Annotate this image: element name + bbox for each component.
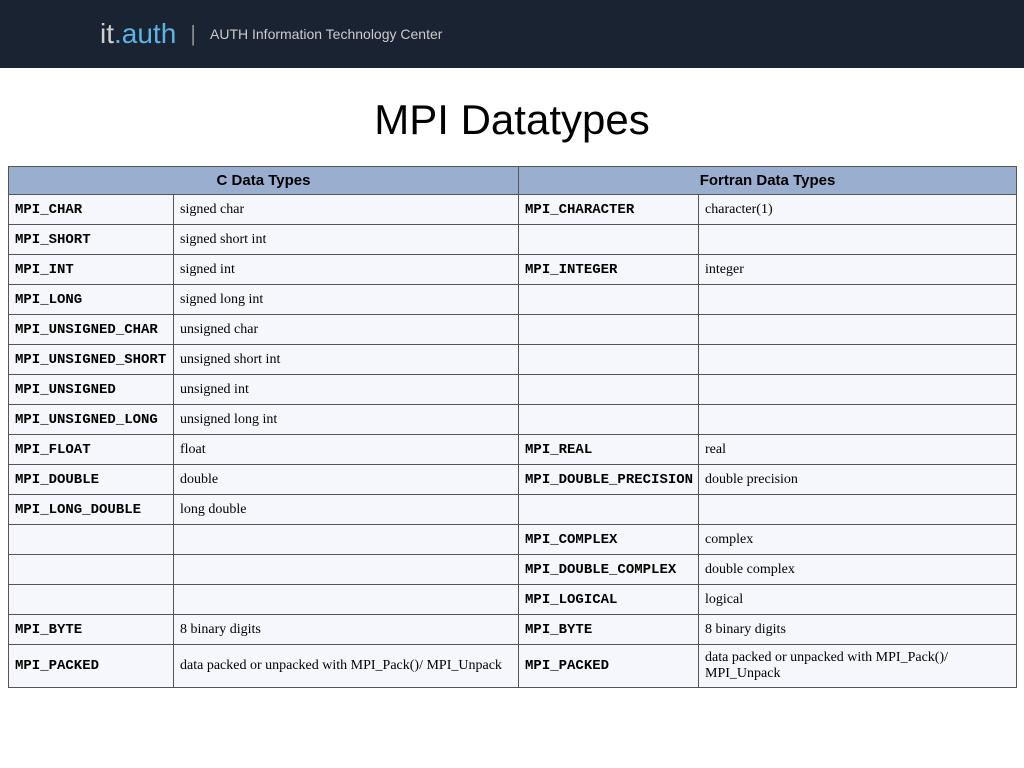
header-separator: | xyxy=(190,21,196,47)
c-description: 8 binary digits xyxy=(174,615,519,645)
table-row: MPI_LONGsigned long int xyxy=(9,285,1017,315)
fortran-description xyxy=(699,285,1017,315)
fortran-mpi-name: MPI_DOUBLE_PRECISION xyxy=(519,465,699,495)
c-mpi-name: MPI_PACKED xyxy=(9,645,174,688)
table-row: MPI_LOGICALlogical xyxy=(9,585,1017,615)
fortran-description: double complex xyxy=(699,555,1017,585)
c-mpi-name: MPI_UNSIGNED_CHAR xyxy=(9,315,174,345)
header-subtitle: AUTH Information Technology Center xyxy=(210,26,442,42)
c-description: data packed or unpacked with MPI_Pack()/… xyxy=(174,645,519,688)
c-mpi-name: MPI_BYTE xyxy=(9,615,174,645)
page-header: it.auth | AUTH Information Technology Ce… xyxy=(0,0,1024,68)
c-mpi-name xyxy=(9,525,174,555)
c-mpi-name: MPI_INT xyxy=(9,255,174,285)
table-row: MPI_UNSIGNEDunsigned int xyxy=(9,375,1017,405)
fortran-mpi-name xyxy=(519,225,699,255)
logo-it: it xyxy=(100,18,114,50)
fortran-mpi-name xyxy=(519,375,699,405)
c-description xyxy=(174,555,519,585)
table-row: MPI_PACKEDdata packed or unpacked with M… xyxy=(9,645,1017,688)
c-mpi-name: MPI_UNSIGNED_LONG xyxy=(9,405,174,435)
fortran-mpi-name: MPI_LOGICAL xyxy=(519,585,699,615)
fortran-mpi-name xyxy=(519,405,699,435)
table-row: MPI_BYTE8 binary digitsMPI_BYTE8 binary … xyxy=(9,615,1017,645)
fortran-mpi-name: MPI_REAL xyxy=(519,435,699,465)
datatypes-table: C Data Types Fortran Data Types MPI_CHAR… xyxy=(8,166,1017,688)
c-mpi-name xyxy=(9,585,174,615)
c-description: double xyxy=(174,465,519,495)
fortran-description: logical xyxy=(699,585,1017,615)
fortran-description xyxy=(699,375,1017,405)
table-row: MPI_CHARsigned charMPI_CHARACTERcharacte… xyxy=(9,195,1017,225)
c-mpi-name xyxy=(9,555,174,585)
table-row: MPI_SHORTsigned short int xyxy=(9,225,1017,255)
fortran-mpi-name: MPI_COMPLEX xyxy=(519,525,699,555)
fortran-mpi-name: MPI_INTEGER xyxy=(519,255,699,285)
fortran-mpi-name xyxy=(519,285,699,315)
c-mpi-name: MPI_DOUBLE xyxy=(9,465,174,495)
c-description: unsigned int xyxy=(174,375,519,405)
c-description xyxy=(174,585,519,615)
fortran-description xyxy=(699,315,1017,345)
c-mpi-name: MPI_LONG_DOUBLE xyxy=(9,495,174,525)
c-mpi-name: MPI_CHAR xyxy=(9,195,174,225)
c-mpi-name: MPI_LONG xyxy=(9,285,174,315)
c-description: signed int xyxy=(174,255,519,285)
table-header-row: C Data Types Fortran Data Types xyxy=(9,167,1017,195)
table-row: MPI_DOUBLEdoubleMPI_DOUBLE_PRECISIONdoub… xyxy=(9,465,1017,495)
fortran-mpi-name: MPI_CHARACTER xyxy=(519,195,699,225)
table-row: MPI_DOUBLE_COMPLEXdouble complex xyxy=(9,555,1017,585)
c-mpi-name: MPI_FLOAT xyxy=(9,435,174,465)
table-row: MPI_UNSIGNED_LONGunsigned long int xyxy=(9,405,1017,435)
table-row: MPI_LONG_DOUBLElong double xyxy=(9,495,1017,525)
c-description: float xyxy=(174,435,519,465)
fortran-description xyxy=(699,405,1017,435)
fortran-description: double precision xyxy=(699,465,1017,495)
table-row: MPI_UNSIGNED_CHARunsigned char xyxy=(9,315,1017,345)
c-description xyxy=(174,525,519,555)
logo-auth: auth xyxy=(122,18,177,50)
fortran-mpi-name: MPI_BYTE xyxy=(519,615,699,645)
c-mpi-name: MPI_UNSIGNED xyxy=(9,375,174,405)
table-row: MPI_FLOATfloatMPI_REALreal xyxy=(9,435,1017,465)
fortran-description: 8 binary digits xyxy=(699,615,1017,645)
c-description: long double xyxy=(174,495,519,525)
c-description: unsigned long int xyxy=(174,405,519,435)
c-mpi-name: MPI_UNSIGNED_SHORT xyxy=(9,345,174,375)
c-description: signed char xyxy=(174,195,519,225)
c-mpi-name: MPI_SHORT xyxy=(9,225,174,255)
c-description: unsigned char xyxy=(174,315,519,345)
fortran-mpi-name xyxy=(519,315,699,345)
fortran-mpi-name: MPI_PACKED xyxy=(519,645,699,688)
c-description: unsigned short int xyxy=(174,345,519,375)
fortran-description: character(1) xyxy=(699,195,1017,225)
fortran-description xyxy=(699,495,1017,525)
table-row: MPI_UNSIGNED_SHORTunsigned short int xyxy=(9,345,1017,375)
fortran-description: real xyxy=(699,435,1017,465)
fortran-mpi-name xyxy=(519,345,699,375)
fortran-mpi-name: MPI_DOUBLE_COMPLEX xyxy=(519,555,699,585)
header-fortran-types: Fortran Data Types xyxy=(519,167,1017,195)
table-body: MPI_CHARsigned charMPI_CHARACTERcharacte… xyxy=(9,195,1017,688)
fortran-mpi-name xyxy=(519,495,699,525)
table-row: MPI_INTsigned intMPI_INTEGERinteger xyxy=(9,255,1017,285)
logo-dot: . xyxy=(114,18,122,50)
fortran-description: data packed or unpacked with MPI_Pack()/… xyxy=(699,645,1017,688)
table-row: MPI_COMPLEXcomplex xyxy=(9,525,1017,555)
fortran-description: integer xyxy=(699,255,1017,285)
fortran-description xyxy=(699,225,1017,255)
fortran-description xyxy=(699,345,1017,375)
c-description: signed short int xyxy=(174,225,519,255)
fortran-description: complex xyxy=(699,525,1017,555)
page-title: MPI Datatypes xyxy=(0,96,1024,144)
header-c-types: C Data Types xyxy=(9,167,519,195)
c-description: signed long int xyxy=(174,285,519,315)
